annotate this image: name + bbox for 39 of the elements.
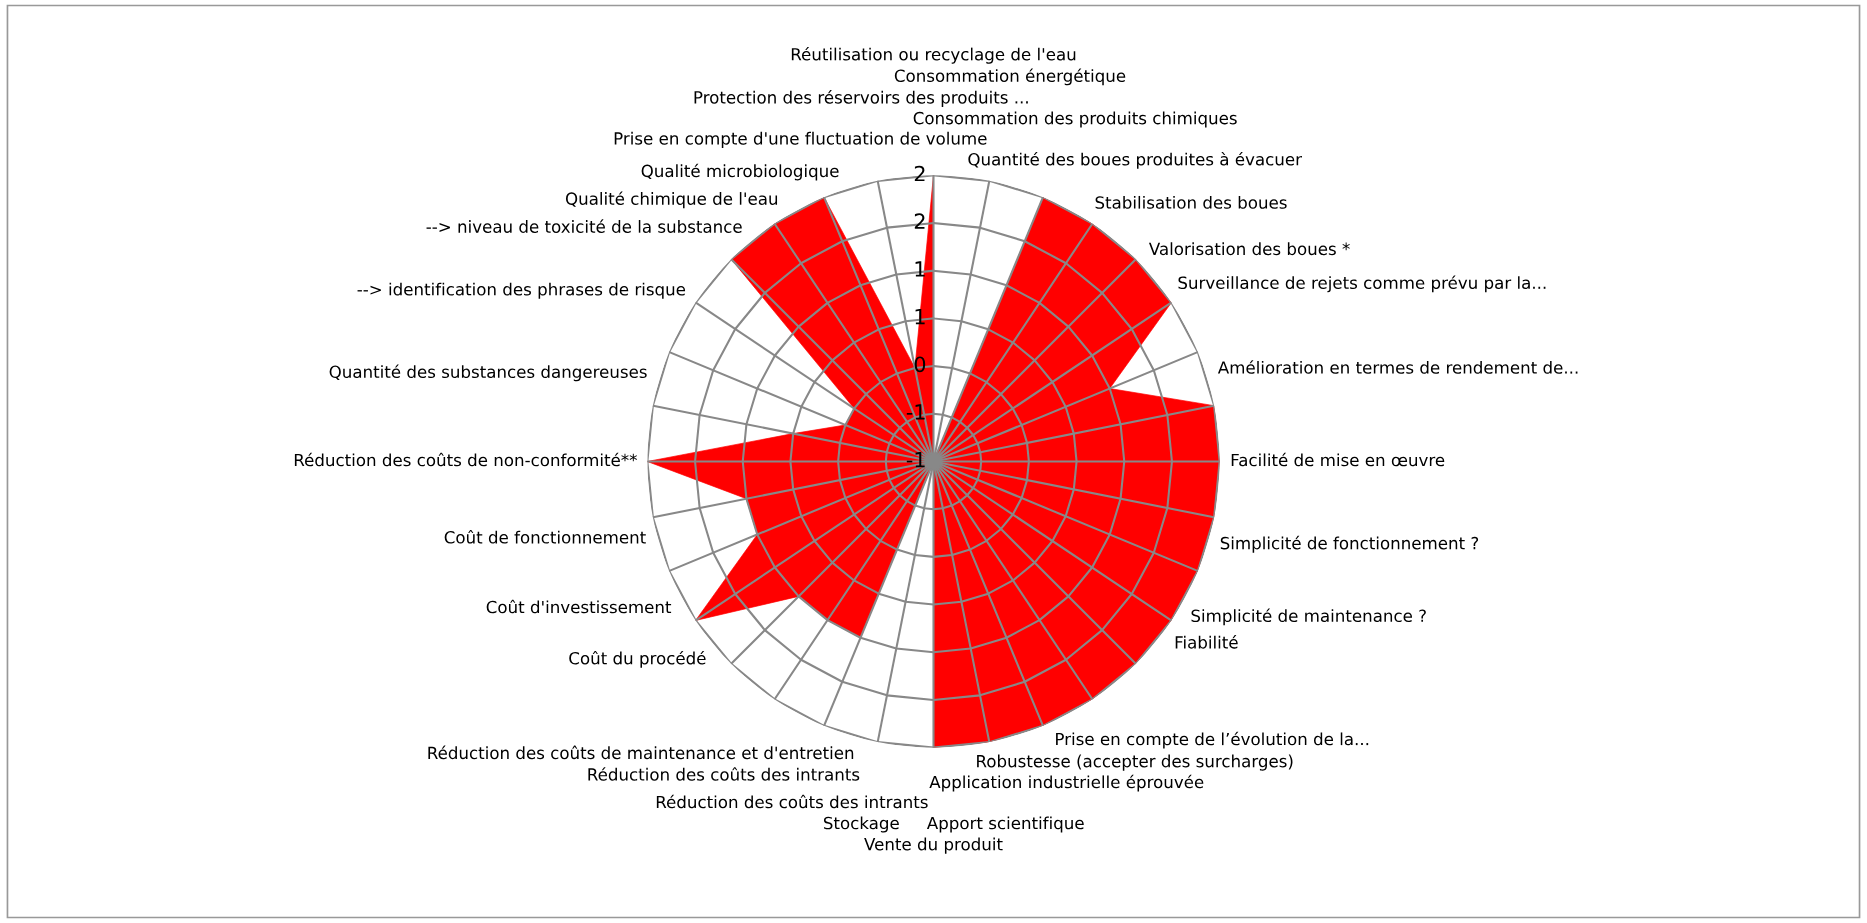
- spoke-label: Simplicité de fonctionnement ?: [1220, 535, 1479, 553]
- spoke-label: Protection des réservoirs des produits ...: [694, 90, 1028, 107]
- spoke-label: Réduction des coûts des intrants: [656, 794, 928, 809]
- y-tick-label: 2: [914, 165, 925, 182]
- spoke-label: Consommation énergétique: [894, 68, 1126, 86]
- spoke-label: Réduction des coûts de maintenance et d'entretien: [428, 745, 854, 760]
- spoke-label: --> identification des phrases de risque: [357, 282, 686, 299]
- spoke-label: Facilité de mise en œuvre: [1231, 452, 1445, 467]
- spoke-label: Réutilisation ou recyclage de l'eau: [791, 46, 1076, 64]
- spoke-label: Simplicité de maintenance ?: [1191, 608, 1426, 626]
- y-tick-label: 1: [915, 261, 925, 277]
- spoke-label: Prise en compte d'une fluctuation de volume: [614, 131, 987, 148]
- y-tick-label: 0: [914, 356, 926, 373]
- spoke-label: Valorisation des boues *: [1148, 242, 1350, 256]
- spoke-label: Qualité microbiologique: [641, 163, 839, 181]
- spoke-label: Consommation des produits chimiques: [913, 111, 1237, 128]
- spoke-label: Fiabilité: [1175, 635, 1238, 649]
- y-tick-label: -1: [906, 404, 925, 420]
- spoke-label: Stabilisation des boues: [1095, 195, 1287, 209]
- spoke-label: Coût d'investissement: [486, 599, 672, 614]
- spoke-label: Coût du procédé: [569, 650, 706, 668]
- spoke-label: Réduction des coûts de non-conformité**: [294, 452, 637, 467]
- y-tick-label: 1: [915, 308, 925, 325]
- spoke-label: Quantité des boues produites à évacuer: [968, 152, 1302, 169]
- y-tick-label: 2: [914, 213, 925, 229]
- spoke-label: Réduction des coûts des intrants: [588, 767, 860, 781]
- spoke-label: Application industrielle éprouvée: [929, 774, 1204, 792]
- y-tick-label: -1: [906, 452, 925, 468]
- spoke-label: --> niveau de toxicité de la substance: [426, 219, 742, 233]
- spoke-label: Vente du produit: [864, 837, 1003, 854]
- spoke-label: Qualité chimique de l'eau: [565, 191, 778, 209]
- spoke-label: Amélioration en termes de rendement de...: [1217, 360, 1578, 374]
- spoke-label: Quantité des substances dangereuses: [329, 364, 647, 382]
- spoke-label: Stockage: [823, 816, 899, 833]
- spoke-label: Surveillance de rejets comme prévu par la...: [1178, 275, 1546, 293]
- spoke-label: Coût de fonctionnement: [444, 530, 646, 544]
- spoke-label: Apport scientifique: [926, 816, 1084, 833]
- spoke-label: Robustesse (accepter des surcharges): [977, 754, 1293, 771]
- spoke-label: Prise en compte de l’évolution de la...: [1056, 731, 1369, 749]
